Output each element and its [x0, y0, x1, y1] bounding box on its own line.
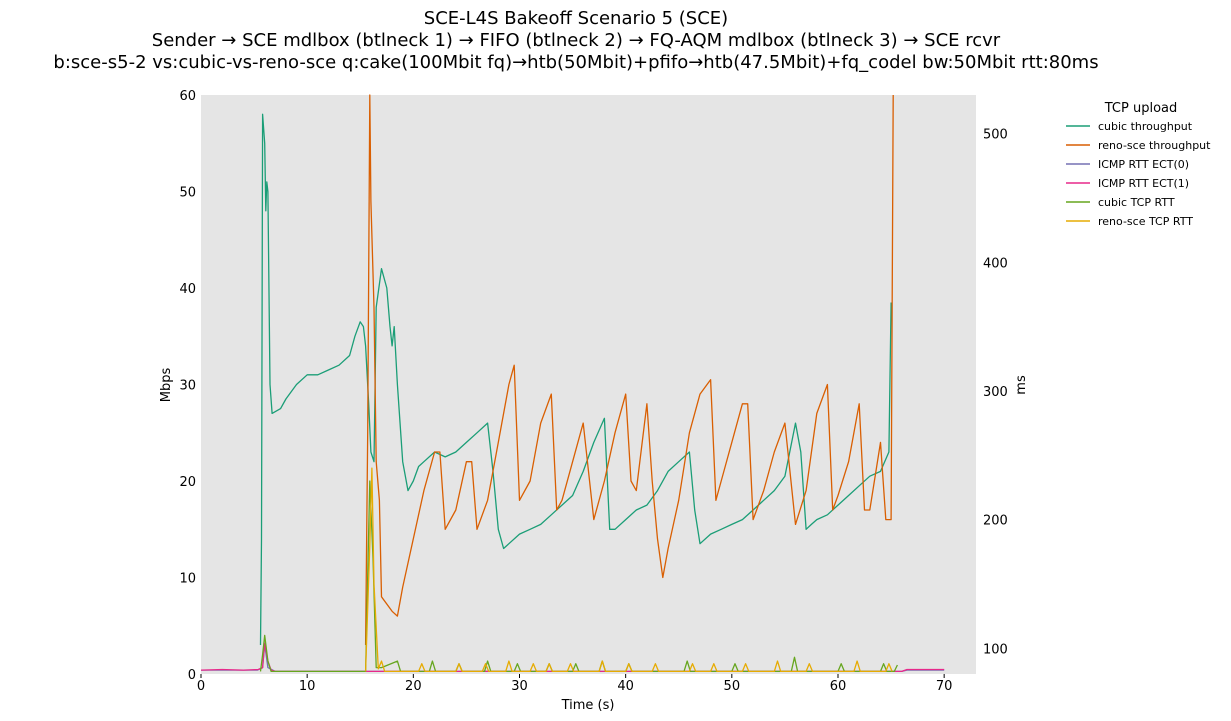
legend-label-1: cubic throughput	[1098, 120, 1193, 133]
legend-label-2: reno-sce throughput	[1098, 139, 1211, 152]
x-axis: 0 10 20 30 40 50 60 70	[197, 674, 953, 694]
y-right-tick-label: 100	[983, 642, 1008, 657]
chart-title-line-1: SCE-L4S Bakeoff Scenario 5 (SCE)	[424, 8, 728, 29]
y-left-tick-label: 60	[179, 89, 196, 104]
series-layer	[200, 94, 945, 673]
legend-label-3: ICMP RTT ECT(0)	[1098, 158, 1189, 171]
legend-label-5: cubic TCP RTT	[1098, 196, 1175, 209]
y-right-tick-label: 500	[983, 128, 1008, 143]
y-left-tick-label: 10	[179, 572, 196, 587]
series-line-1	[259, 113, 892, 646]
series-line-2	[364, 94, 894, 646]
legend-label-4: ICMP RTT ECT(1)	[1098, 177, 1189, 190]
x-tick-label: 70	[936, 679, 953, 694]
y-left-tick-label: 40	[179, 282, 196, 297]
y-axis-right-label: ms	[1014, 375, 1029, 395]
y-left-tick-label: 30	[179, 379, 196, 394]
plot-area	[201, 95, 976, 674]
legend-label-6: reno-sce TCP RTT	[1098, 215, 1193, 228]
x-tick-label: 30	[511, 679, 528, 694]
y-axis-left-label: Mbps	[159, 368, 174, 403]
x-axis-label: Time (s)	[561, 698, 615, 713]
x-tick-label: 50	[724, 679, 741, 694]
y-right-tick-label: 200	[983, 514, 1008, 529]
x-tick-label: 20	[405, 679, 422, 694]
series-line-6	[364, 467, 893, 673]
x-tick-label: 0	[197, 679, 205, 694]
y-left-tick-label: 0	[188, 668, 196, 683]
y-left-tick-label: 50	[179, 186, 196, 201]
legend-title: TCP upload	[1104, 101, 1178, 116]
chart-title-line-3: b:sce-s5-2 vs:cubic-vs-reno-sce q:cake(1…	[53, 52, 1098, 73]
y-right-tick-label: 400	[983, 256, 1008, 271]
y-axis-left: 0 10 20 30 40 50 60	[179, 89, 196, 683]
legend: TCP upload cubic throughput reno-sce thro…	[1066, 101, 1211, 228]
x-tick-label: 10	[299, 679, 316, 694]
y-right-tick-label: 300	[983, 385, 1008, 400]
chart-title-line-2: Sender → SCE mdlbox (btlneck 1) → FIFO (…	[152, 30, 1001, 51]
x-tick-label: 60	[830, 679, 847, 694]
y-left-tick-label: 20	[179, 475, 196, 490]
y-axis-right: 100 200 300 400 500	[983, 128, 1008, 658]
x-tick-label: 40	[617, 679, 634, 694]
